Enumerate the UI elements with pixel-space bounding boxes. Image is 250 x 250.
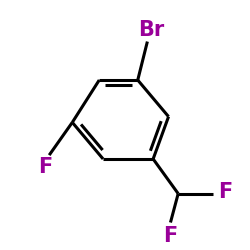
Text: Br: Br: [138, 20, 164, 40]
Text: F: F: [38, 157, 52, 177]
Text: F: F: [218, 182, 233, 202]
Text: F: F: [163, 226, 178, 246]
